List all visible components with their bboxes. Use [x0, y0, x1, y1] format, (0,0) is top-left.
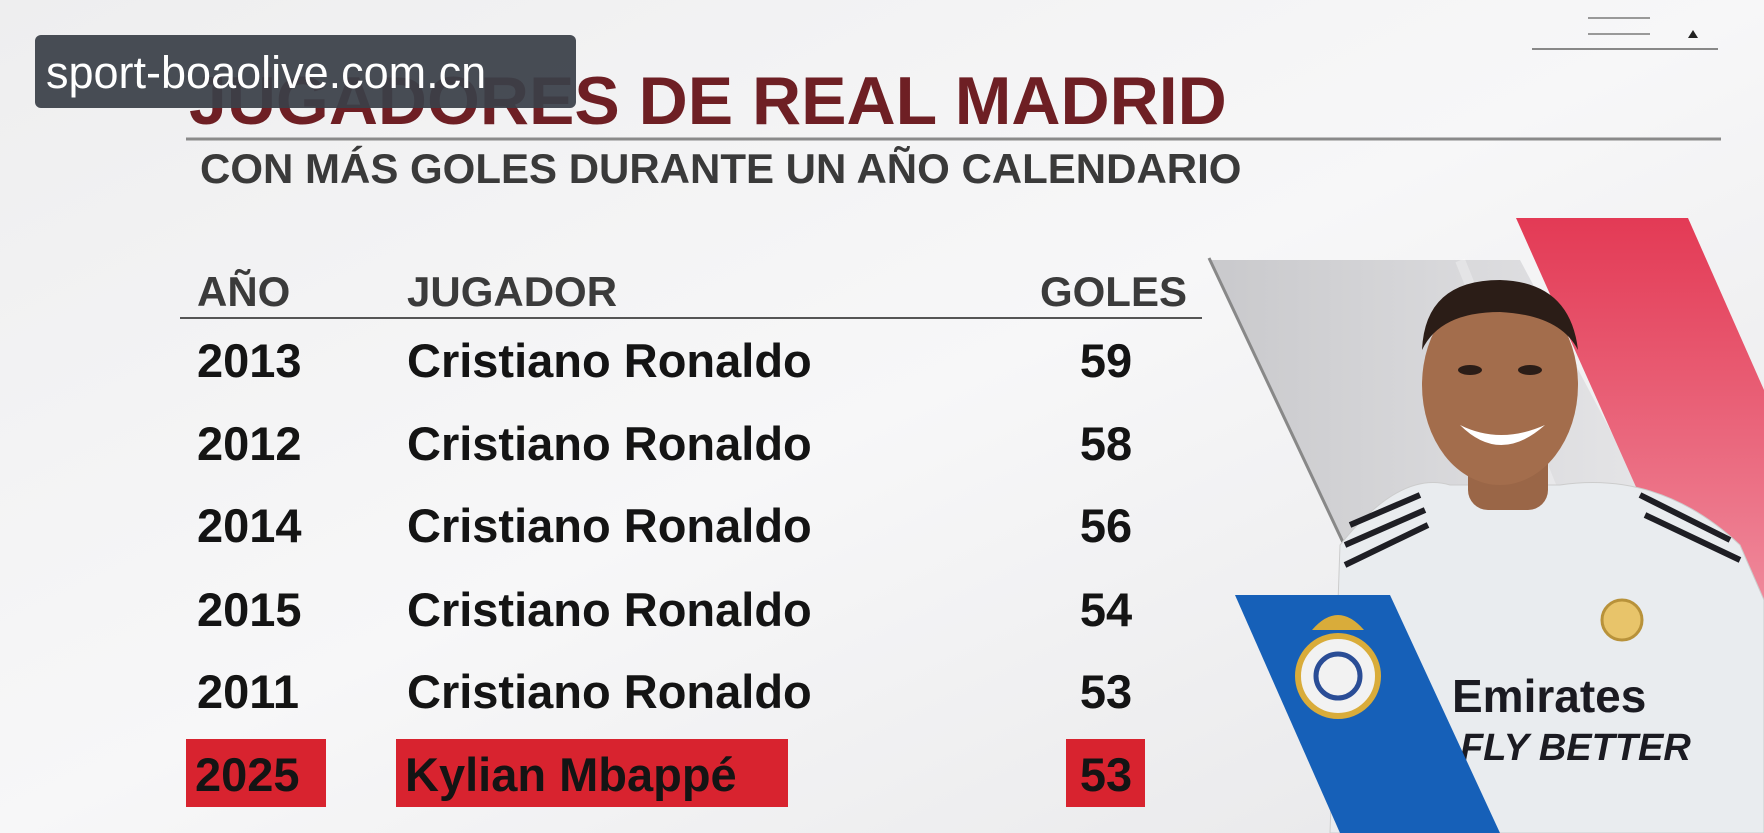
table-cell: 2014 — [197, 499, 302, 552]
column-header: AÑO — [197, 268, 290, 315]
table-cell: 53 — [1080, 748, 1132, 801]
table-cell: 2015 — [197, 583, 302, 636]
watermark-box — [35, 35, 576, 108]
table-cell: 2013 — [197, 334, 302, 387]
subtitle: CON MÁS GOLES DURANTE UN AÑO CALENDARIO — [200, 145, 1241, 192]
table-cell: Cristiano Ronaldo — [407, 499, 812, 552]
highlight-box — [396, 739, 788, 807]
table-cell: 2012 — [197, 417, 302, 470]
shirt-text: Emirates — [1452, 670, 1646, 722]
table-cell: Cristiano Ronaldo — [407, 334, 812, 387]
table-cell: Cristiano Ronaldo — [407, 665, 812, 718]
table-cell: 59 — [1080, 334, 1132, 387]
table-cell: Cristiano Ronaldo — [407, 583, 812, 636]
table-cell: 2011 — [197, 665, 299, 718]
table-cell: 58 — [1080, 417, 1132, 470]
highlight-box — [1066, 739, 1145, 807]
table-cell: 54 — [1080, 583, 1132, 636]
table-cell: Kylian Mbappé — [405, 748, 737, 801]
highlight-box — [186, 739, 326, 807]
table-cell: Cristiano Ronaldo — [407, 417, 812, 470]
photo: Emirates FLY BETTER — [1207, 218, 1764, 833]
table-body: 2013 Cristiano Ronaldo 59 2012 Cristiano Ron… — [186, 334, 1145, 807]
column-header: JUGADOR — [407, 268, 617, 315]
table-cell: 2025 — [195, 748, 300, 801]
table-cell: 56 — [1080, 499, 1132, 552]
table-cell: 53 — [1080, 665, 1132, 718]
shirt-subtext: FLY BETTER — [1460, 727, 1691, 769]
watermark: sport-boaolive.com.cn — [46, 47, 486, 98]
top-right-icon — [1532, 17, 1718, 50]
column-header: GOLES — [1040, 268, 1187, 315]
